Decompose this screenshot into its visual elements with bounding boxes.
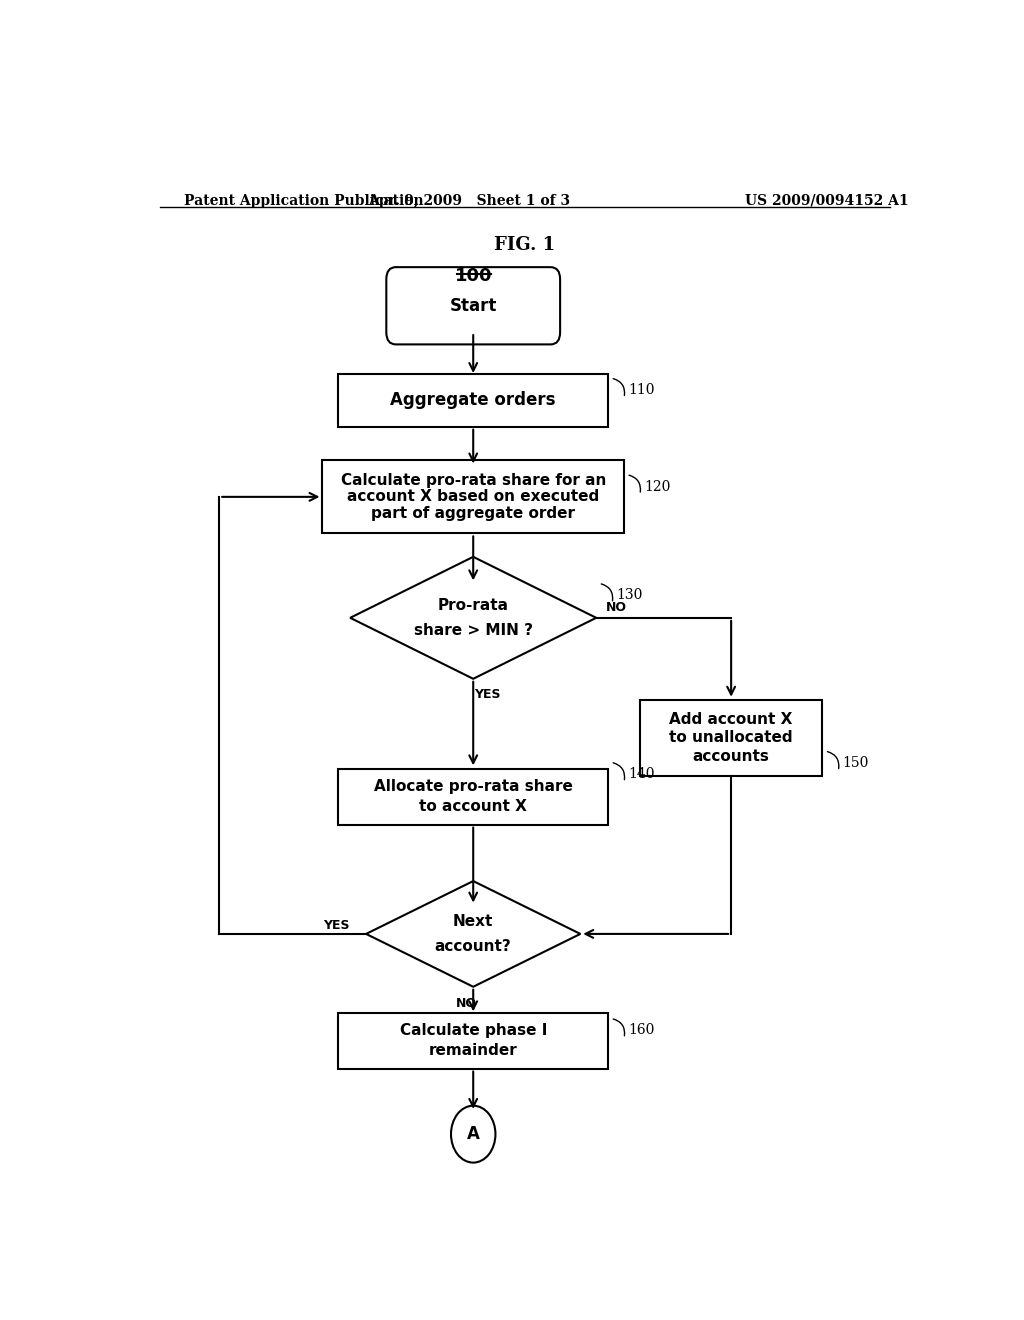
- Polygon shape: [350, 557, 596, 678]
- Text: 140: 140: [628, 767, 654, 781]
- Polygon shape: [367, 880, 581, 987]
- Text: 100: 100: [455, 267, 492, 285]
- Text: Calculate phase I: Calculate phase I: [399, 1023, 547, 1038]
- Text: 160: 160: [628, 1023, 654, 1038]
- Text: 110: 110: [628, 383, 654, 397]
- Bar: [338, 1012, 608, 1069]
- Text: Allocate pro-rata share: Allocate pro-rata share: [374, 779, 572, 795]
- Bar: [323, 461, 624, 533]
- FancyBboxPatch shape: [386, 267, 560, 345]
- Text: Pro-rata: Pro-rata: [437, 598, 509, 612]
- Text: account X based on executed: account X based on executed: [347, 490, 599, 504]
- Text: NO: NO: [605, 601, 627, 614]
- Bar: [338, 768, 608, 825]
- Text: NO: NO: [457, 997, 477, 1010]
- Text: YES: YES: [474, 688, 501, 701]
- Text: YES: YES: [323, 919, 349, 932]
- Text: US 2009/0094152 A1: US 2009/0094152 A1: [744, 194, 908, 209]
- Text: part of aggregate order: part of aggregate order: [372, 506, 575, 520]
- Text: Aggregate orders: Aggregate orders: [390, 391, 556, 409]
- Text: account?: account?: [435, 939, 512, 953]
- Text: FIG. 1: FIG. 1: [495, 236, 555, 253]
- Text: 150: 150: [842, 756, 868, 770]
- Text: Apr. 9, 2009   Sheet 1 of 3: Apr. 9, 2009 Sheet 1 of 3: [369, 194, 570, 209]
- Bar: [338, 374, 608, 426]
- Text: Patent Application Publication: Patent Application Publication: [183, 194, 423, 209]
- Text: Start: Start: [450, 297, 497, 314]
- Text: 120: 120: [644, 479, 671, 494]
- Text: to unallocated: to unallocated: [670, 730, 793, 746]
- Text: share > MIN ?: share > MIN ?: [414, 623, 532, 638]
- Text: Next: Next: [453, 915, 494, 929]
- Text: Calculate pro-rata share for an: Calculate pro-rata share for an: [341, 473, 606, 488]
- Text: remainder: remainder: [429, 1043, 517, 1059]
- Circle shape: [451, 1106, 496, 1163]
- Text: 130: 130: [616, 589, 642, 602]
- Text: Add account X: Add account X: [670, 711, 793, 727]
- Bar: [640, 700, 822, 776]
- Text: A: A: [467, 1125, 479, 1143]
- Text: accounts: accounts: [692, 748, 770, 763]
- Text: to account X: to account X: [419, 800, 527, 814]
